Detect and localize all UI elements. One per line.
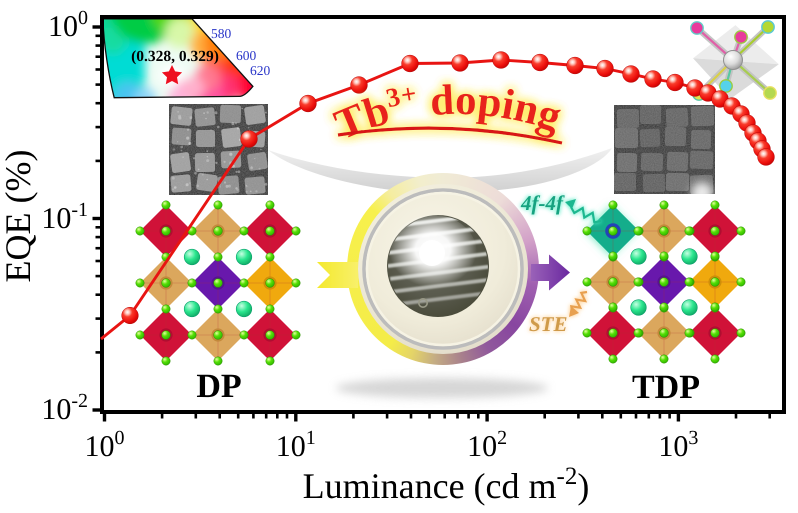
svg-text:600: 600 [236,48,257,63]
svg-text:TDP: TDP [632,369,700,406]
svg-text:STE: STE [529,312,568,336]
svg-text:Luminance (cd m-2): Luminance (cd m-2) [303,463,590,506]
svg-text:(0.328, 0.329): (0.328, 0.329) [131,48,219,65]
svg-text:620: 620 [250,63,271,78]
svg-text:580: 580 [211,26,232,41]
svg-text:4f-4f: 4f-4f [520,191,565,215]
svg-text:EQE (%): EQE (%) [0,150,38,283]
svg-text:DP: DP [196,368,241,405]
svg-text:10-2: 10-2 [41,390,88,426]
